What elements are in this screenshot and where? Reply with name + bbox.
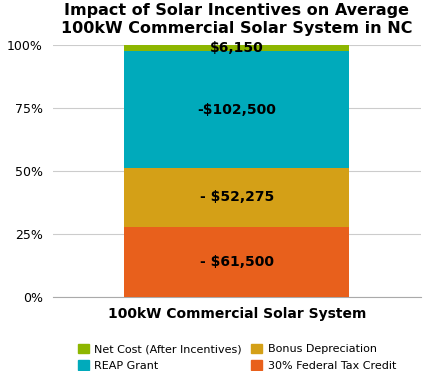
Title: Impact of Solar Incentives on Average
100kW Commercial Solar System in NC: Impact of Solar Incentives on Average 10… (61, 3, 413, 36)
Bar (124, 52, 349, 168)
Text: - $61,500: - $61,500 (200, 255, 274, 269)
Bar (124, 227, 349, 297)
Legend: Net Cost (After Incentives), REAP Grant, Bonus Depreciation, 30% Federal Tax Cre: Net Cost (After Incentives), REAP Grant,… (74, 340, 399, 371)
Text: $6,150: $6,150 (210, 41, 264, 55)
Text: -$102,500: -$102,500 (197, 103, 276, 116)
Text: - $52,275: - $52,275 (200, 190, 274, 204)
Bar (124, 45, 349, 52)
Bar (124, 168, 349, 227)
